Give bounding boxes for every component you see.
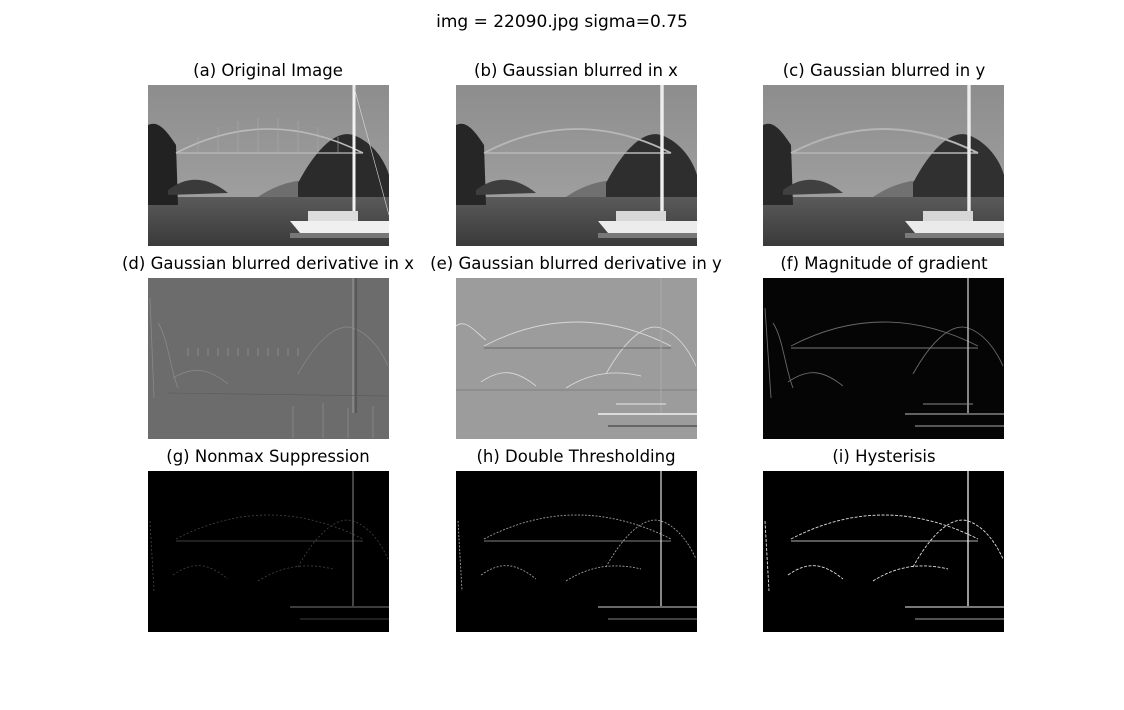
- panel-f-title: (f) Magnitude of gradient: [780, 254, 988, 273]
- panel-g-nonmax-suppression: [148, 471, 389, 632]
- panel-h-title: (h) Double Thresholding: [476, 447, 676, 466]
- panel-i-title: (i) Hysterisis: [832, 447, 936, 466]
- panel-c-title: (c) Gaussian blurred in y: [782, 61, 986, 80]
- panel-d-title: (d) Gaussian blurred derivative in x: [122, 254, 414, 273]
- panel-d-derivative-x: [148, 278, 389, 439]
- panel-e-title: (e) Gaussian blurred derivative in y: [430, 254, 722, 273]
- panel-g-title: (g) Nonmax Suppression: [166, 447, 370, 466]
- panel-b-blurred-x: [456, 85, 697, 246]
- panel-f-gradient-magnitude: [763, 278, 1004, 439]
- panel-a-title: (a) Original Image: [193, 61, 343, 80]
- panel-e-derivative-y: [456, 278, 697, 439]
- panel-i-hysteresis: [763, 471, 1004, 632]
- panel-a-original-image: [148, 85, 389, 246]
- panel-b-title: (b) Gaussian blurred in x: [474, 61, 678, 80]
- panel-h-double-thresholding: [456, 471, 697, 632]
- figure-title: img = 22090.jpg sigma=0.75: [436, 12, 688, 32]
- panel-c-blurred-y: [763, 85, 1004, 246]
